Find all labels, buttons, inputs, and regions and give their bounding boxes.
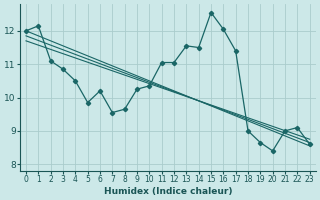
X-axis label: Humidex (Indice chaleur): Humidex (Indice chaleur) [104, 187, 232, 196]
